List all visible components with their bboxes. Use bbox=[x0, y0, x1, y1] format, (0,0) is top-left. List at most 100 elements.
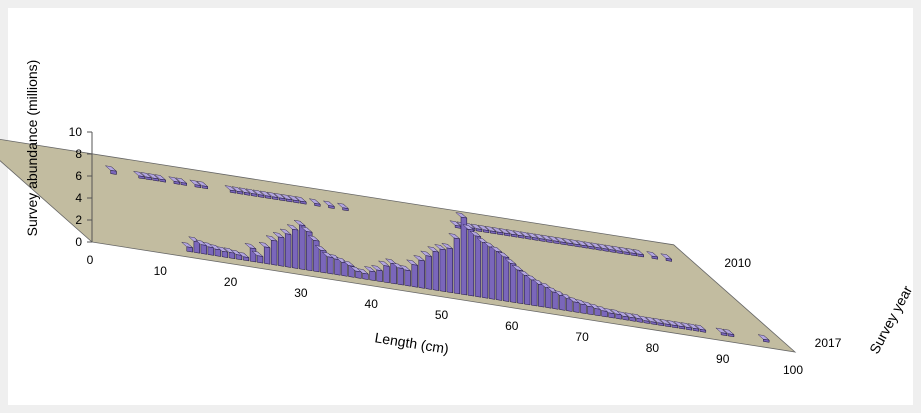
bar-2010-91 bbox=[624, 247, 638, 257]
bar-2017-21 bbox=[223, 247, 236, 260]
bar-2017-26 bbox=[258, 241, 271, 265]
bar-2010-27 bbox=[175, 177, 188, 186]
bar-2017-56 bbox=[469, 230, 482, 298]
bar-2017-28 bbox=[272, 231, 285, 267]
bar-2010-76 bbox=[519, 231, 532, 240]
bar-2010-74 bbox=[505, 229, 518, 238]
bar-2010-17 bbox=[104, 165, 118, 175]
bar-2010-30 bbox=[196, 180, 209, 190]
bar-2017-32 bbox=[300, 226, 313, 272]
bar-2017-54 bbox=[455, 212, 468, 296]
bar-2010-66 bbox=[449, 220, 462, 229]
bar-2010-43 bbox=[287, 195, 300, 204]
x-tick-label: 10 bbox=[154, 264, 168, 278]
bar-2010-26 bbox=[168, 176, 181, 185]
bar-2010-89 bbox=[610, 245, 624, 255]
bar-2010-41 bbox=[273, 192, 286, 202]
bar-2010-81 bbox=[554, 236, 567, 246]
x-tick-label: 100 bbox=[783, 363, 803, 377]
x-axis-ticks: 0 10 20 30 40 50 60 70 80 90 100 bbox=[87, 253, 804, 377]
bar-2010-75 bbox=[512, 230, 525, 239]
bar-2017-42 bbox=[370, 264, 384, 283]
bar-2017-84 bbox=[666, 319, 679, 329]
y-axis-title: Survey abundance (millions) bbox=[24, 60, 40, 237]
bar-2010-71 bbox=[484, 225, 497, 235]
bar-2017-83 bbox=[659, 318, 672, 328]
bar-2010-23 bbox=[146, 173, 160, 182]
bar-2017-15 bbox=[181, 241, 194, 253]
bar-2017-71 bbox=[574, 299, 587, 315]
bar-2017-48 bbox=[413, 255, 426, 289]
bar-2017-64 bbox=[525, 274, 538, 307]
bar-2010-83 bbox=[568, 239, 581, 248]
bar-2017-80 bbox=[637, 315, 651, 325]
x-tick-label: 70 bbox=[575, 330, 589, 344]
depth-axis-title: Survey year bbox=[866, 283, 915, 357]
bar-series bbox=[104, 165, 770, 343]
depth-tick-label: 2010 bbox=[724, 256, 751, 270]
bar-2017-62 bbox=[511, 264, 524, 305]
bar-2010-85 bbox=[582, 241, 596, 250]
bar-2017-31 bbox=[293, 219, 306, 271]
bar-2017-59 bbox=[490, 246, 503, 301]
bar-2017-66 bbox=[539, 282, 552, 309]
bar-2010-69 bbox=[470, 223, 483, 233]
bar-2010-77 bbox=[526, 232, 539, 241]
bar-2010-48 bbox=[322, 200, 335, 210]
x-tick-label: 60 bbox=[505, 319, 519, 333]
bar-2010-34 bbox=[224, 185, 237, 194]
depth-axis-ticks: 2010 2017 bbox=[724, 256, 841, 350]
x-axis-title: Length (cm) bbox=[374, 329, 450, 356]
bar-2010-21 bbox=[132, 170, 146, 180]
chart-floor bbox=[0, 138, 797, 353]
bar-2017-25 bbox=[251, 250, 264, 264]
depth-tick-label: 2017 bbox=[815, 336, 842, 350]
bar-2010-37 bbox=[245, 188, 258, 197]
bar-2010-96 bbox=[660, 253, 673, 262]
bar-2017-60 bbox=[497, 251, 510, 303]
bar-2010-73 bbox=[498, 228, 511, 237]
bar-2017-17 bbox=[195, 239, 208, 255]
bar-2010-90 bbox=[617, 246, 631, 256]
bar-2017-51 bbox=[434, 244, 447, 293]
bar-2017-27 bbox=[265, 235, 278, 266]
bar-2017-22 bbox=[230, 249, 243, 261]
bar-2017-58 bbox=[483, 241, 496, 300]
bar-2017-35 bbox=[321, 251, 334, 275]
y-tick-label: 0 bbox=[75, 235, 82, 249]
bar-2010-40 bbox=[266, 191, 279, 201]
bar-2017-72 bbox=[581, 301, 594, 316]
bar-2017-76 bbox=[609, 308, 623, 320]
bar-2017-40 bbox=[356, 268, 369, 281]
bar-2017-77 bbox=[616, 311, 630, 321]
y-tick-label: 4 bbox=[75, 191, 82, 205]
bar-2010-38 bbox=[252, 189, 265, 199]
bar-2017-73 bbox=[588, 303, 601, 317]
bar-2017-88 bbox=[694, 324, 707, 333]
bar-2010-88 bbox=[603, 244, 617, 254]
x-tick-label: 80 bbox=[646, 341, 660, 355]
bar-2017-29 bbox=[279, 228, 292, 268]
bar-2017-85 bbox=[673, 321, 686, 330]
bar-2017-92 bbox=[722, 328, 735, 338]
bar-2017-91 bbox=[715, 327, 728, 337]
y-tick-label: 10 bbox=[69, 125, 83, 139]
y-tick-label: 8 bbox=[75, 147, 82, 161]
bar-2010-84 bbox=[575, 240, 589, 249]
bar-2017-18 bbox=[202, 241, 215, 256]
bar-2017-61 bbox=[504, 258, 517, 304]
bar-2010-50 bbox=[336, 202, 349, 212]
bar-2017-74 bbox=[595, 305, 609, 318]
bar-2017-63 bbox=[518, 270, 531, 306]
bar-2017-81 bbox=[644, 316, 658, 326]
bar-2010-44 bbox=[294, 196, 307, 205]
bar-2010-94 bbox=[646, 251, 659, 260]
x-tick-label: 30 bbox=[294, 286, 308, 300]
bar-2010-36 bbox=[238, 187, 251, 196]
bar-2010-70 bbox=[477, 224, 490, 234]
bar-2017-46 bbox=[398, 264, 412, 287]
x-tick-label: 0 bbox=[87, 253, 94, 267]
bar-2017-20 bbox=[216, 246, 229, 259]
